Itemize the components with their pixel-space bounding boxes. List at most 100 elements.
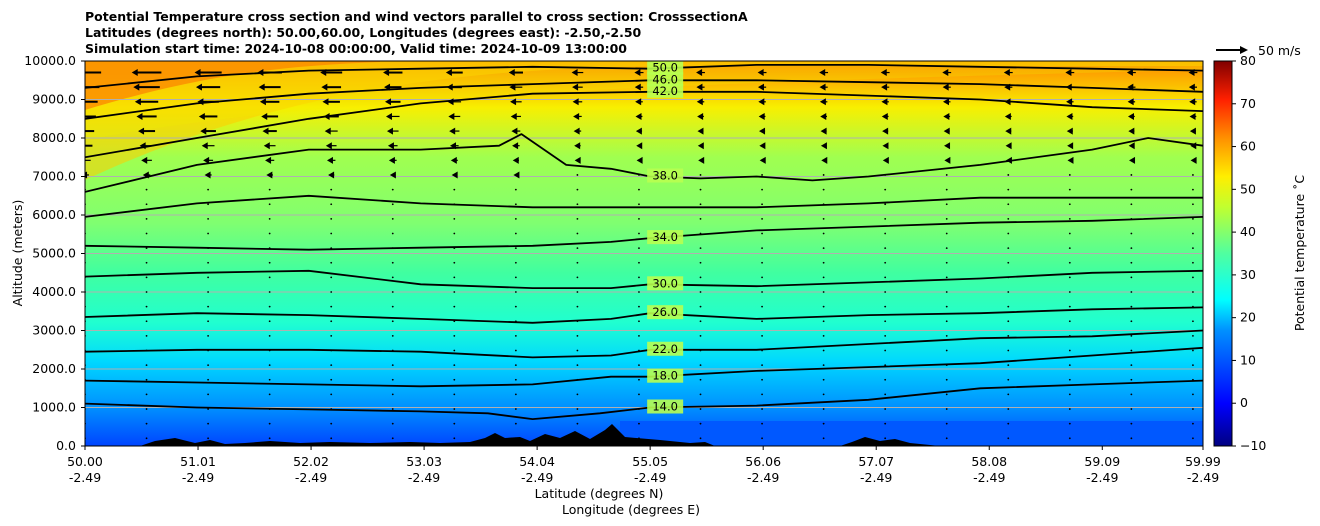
wind-vector bbox=[638, 188, 640, 191]
wind-vector bbox=[945, 334, 948, 337]
wind-vector-head bbox=[388, 156, 395, 164]
contour-label-bg bbox=[647, 399, 684, 414]
x-tick-label-latitude: 53.03 bbox=[406, 454, 442, 469]
wind-vector bbox=[145, 305, 148, 308]
wind-vector bbox=[822, 232, 825, 235]
wind-vector bbox=[884, 188, 887, 191]
wind-vector-head bbox=[1067, 156, 1074, 164]
wind-vector bbox=[1007, 188, 1010, 191]
wind-vector-head bbox=[450, 156, 457, 164]
wind-vector bbox=[1192, 276, 1194, 279]
wind-vector-head bbox=[385, 98, 392, 106]
wind-vector bbox=[638, 247, 640, 250]
wind-vector bbox=[884, 422, 887, 425]
wind-vector bbox=[699, 291, 702, 293]
wind-vector-head bbox=[1129, 156, 1136, 164]
wind-vector bbox=[207, 261, 210, 264]
wind-vector bbox=[1068, 188, 1071, 191]
wind-vector bbox=[1007, 334, 1010, 337]
wind-vector-head bbox=[759, 142, 766, 150]
wind-vector bbox=[207, 393, 210, 396]
colorbar-tick-label: 20 bbox=[1240, 310, 1256, 325]
wind-vector-head bbox=[138, 127, 145, 135]
wind-vector bbox=[207, 188, 210, 191]
wind-vector bbox=[1007, 232, 1010, 235]
wind-vector bbox=[884, 334, 887, 337]
wind-key-label: 50 m/s bbox=[1258, 43, 1301, 58]
wind-vector bbox=[1068, 422, 1071, 425]
wind-vector-head bbox=[201, 142, 208, 150]
wind-vector bbox=[884, 393, 887, 396]
wind-vector-head bbox=[512, 142, 519, 150]
wind-vector bbox=[822, 320, 825, 323]
x-axis-title-longitude: Longitude (degrees E) bbox=[562, 502, 700, 517]
wind-vector-head bbox=[78, 142, 84, 149]
wind-vector bbox=[268, 276, 271, 279]
wind-vector bbox=[761, 334, 763, 337]
wind-vector bbox=[576, 188, 579, 191]
contour-label-bg bbox=[647, 368, 684, 383]
x-tick-label-latitude: 59.09 bbox=[1084, 454, 1120, 469]
wind-vector-head bbox=[882, 142, 889, 150]
y-tick-label: 0.0 bbox=[56, 438, 76, 453]
wind-vector bbox=[945, 320, 948, 323]
wind-vector bbox=[576, 276, 579, 279]
wind-vector-head bbox=[759, 156, 766, 164]
wind-key-arrowhead bbox=[1240, 46, 1248, 54]
wind-vector-head bbox=[1189, 112, 1196, 120]
wind-vector bbox=[576, 247, 579, 250]
wind-vector-head bbox=[757, 69, 764, 77]
wind-vector bbox=[453, 291, 456, 293]
wind-vector bbox=[268, 291, 271, 293]
wind-vector bbox=[1130, 422, 1133, 425]
wind-vector-head bbox=[1004, 112, 1011, 120]
y-tick-label: 4000.0 bbox=[32, 284, 76, 299]
wind-vector bbox=[268, 364, 271, 367]
wind-vector bbox=[391, 232, 394, 235]
wind-vector-head bbox=[697, 112, 704, 120]
wind-vector-head bbox=[572, 83, 579, 91]
wind-vector bbox=[822, 291, 825, 293]
wind-vector bbox=[1192, 364, 1194, 367]
wind-vector bbox=[514, 408, 517, 410]
colorbar-scale bbox=[1213, 60, 1233, 447]
wind-vector bbox=[391, 422, 394, 425]
wind-vector bbox=[699, 174, 702, 176]
wind-vector bbox=[453, 232, 456, 235]
wind-vector bbox=[576, 393, 579, 396]
wind-vector bbox=[699, 305, 702, 308]
wind-vector-head bbox=[696, 69, 703, 77]
contour-line bbox=[85, 216, 1203, 251]
contour-label-bg bbox=[647, 305, 684, 320]
wind-vector bbox=[514, 378, 517, 381]
colorbar-tick-label: 0 bbox=[1240, 395, 1248, 410]
wind-vector-head bbox=[574, 156, 581, 164]
wind-vector bbox=[330, 334, 333, 337]
wind-vector-head bbox=[385, 112, 392, 120]
wind-vector bbox=[1068, 261, 1071, 264]
wind-key: 50 m/s bbox=[1216, 43, 1301, 58]
wind-vector bbox=[576, 408, 579, 410]
wind-vector-head bbox=[944, 142, 951, 150]
wind-vector bbox=[1007, 378, 1010, 381]
contour-label: 26.0 bbox=[652, 305, 678, 319]
wind-vector bbox=[330, 188, 333, 191]
wind-vector bbox=[884, 349, 887, 352]
wind-vector bbox=[514, 217, 517, 220]
contour-label: 18.0 bbox=[652, 369, 678, 383]
wind-vector-head bbox=[513, 171, 520, 179]
wind-vector bbox=[884, 261, 887, 264]
wind-vector-head bbox=[881, 98, 888, 106]
wind-vector bbox=[207, 291, 210, 293]
wind-vector bbox=[391, 320, 394, 323]
wind-vector bbox=[330, 393, 333, 396]
wind-vector-head bbox=[387, 142, 394, 150]
contour-label: 50.0 bbox=[652, 61, 678, 75]
wind-vector bbox=[699, 261, 702, 264]
wind-vector-head bbox=[697, 142, 704, 150]
contour-line bbox=[85, 329, 1203, 359]
x-tick-label-longitude: -2.49 bbox=[521, 470, 553, 485]
wind-vector bbox=[1192, 291, 1194, 293]
wind-vector bbox=[638, 261, 640, 264]
wind-vector bbox=[1068, 174, 1071, 176]
